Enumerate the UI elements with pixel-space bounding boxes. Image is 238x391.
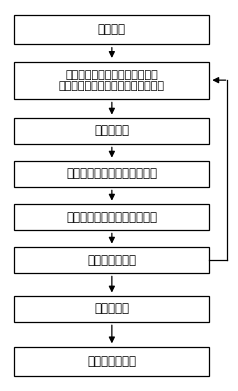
Text: 上台阶支护，中、下台阶出渣: 上台阶支护，中、下台阶出渣	[66, 167, 157, 181]
Text: 中、下台阶喷锚: 中、下台阶喷锚	[87, 253, 136, 267]
Bar	[14, 118, 209, 143]
Bar	[14, 61, 209, 99]
Bar	[14, 14, 209, 44]
Bar	[14, 204, 209, 230]
Text: 上台阶扒渣: 上台阶扒渣	[94, 124, 129, 138]
Text: 上、中右、下左台阶钻孔、爆破: 上、中右、下左台阶钻孔、爆破	[65, 70, 158, 80]
Bar	[14, 248, 209, 273]
Text: 上台阶喷锚，中、下台阶支护: 上台阶喷锚，中、下台阶支护	[66, 210, 157, 224]
Text: 核心土开挖: 核心土开挖	[94, 302, 129, 316]
Bar	[14, 347, 209, 376]
Bar	[14, 296, 209, 321]
Text: 隧底开挖及支护: 隧底开挖及支护	[87, 355, 136, 368]
Text: （上、中左、下右台阶钻孔、爆破）: （上、中左、下右台阶钻孔、爆破）	[59, 81, 165, 91]
Bar	[14, 161, 209, 187]
Text: 施工准备: 施工准备	[98, 23, 126, 36]
